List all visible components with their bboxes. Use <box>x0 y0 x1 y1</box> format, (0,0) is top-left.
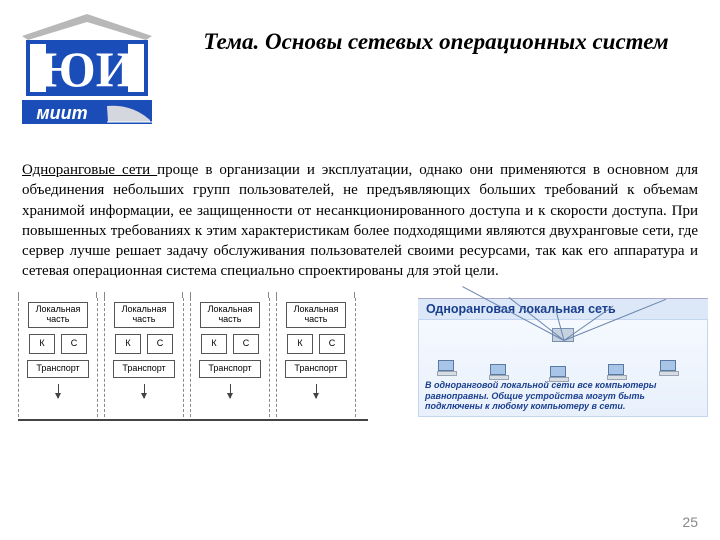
logo-text-top: ЮИ <box>39 41 134 97</box>
k-box: К <box>201 334 227 354</box>
arrow-down-icon <box>58 384 59 398</box>
kc-row: КС <box>201 334 259 354</box>
diagram-column: Локальная часть КС Транспорт <box>18 298 98 417</box>
transport-box: Транспорт <box>27 360 89 378</box>
diagram-column: Локальная часть КС Транспорт <box>276 298 356 417</box>
k-box: К <box>115 334 141 354</box>
k-box: К <box>29 334 55 354</box>
arrow-down-icon <box>316 384 317 398</box>
right-diagram-caption: В одноранговой локальной сети все компью… <box>419 378 707 415</box>
c-box: С <box>61 334 87 354</box>
pc-icon <box>437 360 455 374</box>
local-box: Локальная часть <box>114 302 174 328</box>
logo: ЮИ миит <box>12 8 162 128</box>
bottom-bus-line <box>18 419 368 421</box>
pc-icon <box>549 366 567 380</box>
diagrams-row: Локальная частьКСТранспортЛокальная част… <box>0 292 720 417</box>
logo-roof-icon <box>22 14 152 40</box>
network-canvas <box>419 320 707 379</box>
transport-box: Транспорт <box>285 360 347 378</box>
underlined-term: Одноранговые сети <box>22 162 157 178</box>
local-box: Локальная часть <box>286 302 346 328</box>
c-box: С <box>233 334 259 354</box>
diagram-column: Локальная часть КС Транспорт <box>104 298 184 417</box>
local-box: Локальная часть <box>28 302 88 328</box>
paragraph-rest: проще в организации и эксплуатации, одна… <box>22 162 698 279</box>
kc-row: КС <box>115 334 173 354</box>
c-box: С <box>147 334 173 354</box>
kc-row: КС <box>29 334 87 354</box>
pc-icon <box>607 364 625 378</box>
right-diagram-title: Одноранговая локальная сеть <box>418 298 708 319</box>
arrow-down-icon <box>144 384 145 398</box>
c-box: С <box>319 334 345 354</box>
local-box: Локальная часть <box>200 302 260 328</box>
page-number: 25 <box>682 514 698 530</box>
right-diagram-body: В одноранговой локальной сети все компью… <box>418 319 708 417</box>
arrow-down-icon <box>230 384 231 398</box>
page-title: Тема. Основы сетевых операционных систем <box>172 8 700 57</box>
pc-icon <box>659 360 677 374</box>
body-paragraph: Одноранговые сети проще в организации и … <box>0 132 720 292</box>
transport-box: Транспорт <box>199 360 261 378</box>
left-diagram: Локальная частьКСТранспортЛокальная част… <box>18 298 356 417</box>
header: ЮИ миит Тема. Основы сетевых операционны… <box>0 0 720 132</box>
transport-box: Транспорт <box>113 360 175 378</box>
logo-text-bottom: миит <box>36 103 87 123</box>
right-diagram: Одноранговая локальная сеть В однорангов… <box>418 298 708 417</box>
kc-row: КС <box>287 334 345 354</box>
diagram-column: Локальная часть КС Транспорт <box>190 298 270 417</box>
k-box: К <box>287 334 313 354</box>
pc-icon <box>489 364 507 378</box>
